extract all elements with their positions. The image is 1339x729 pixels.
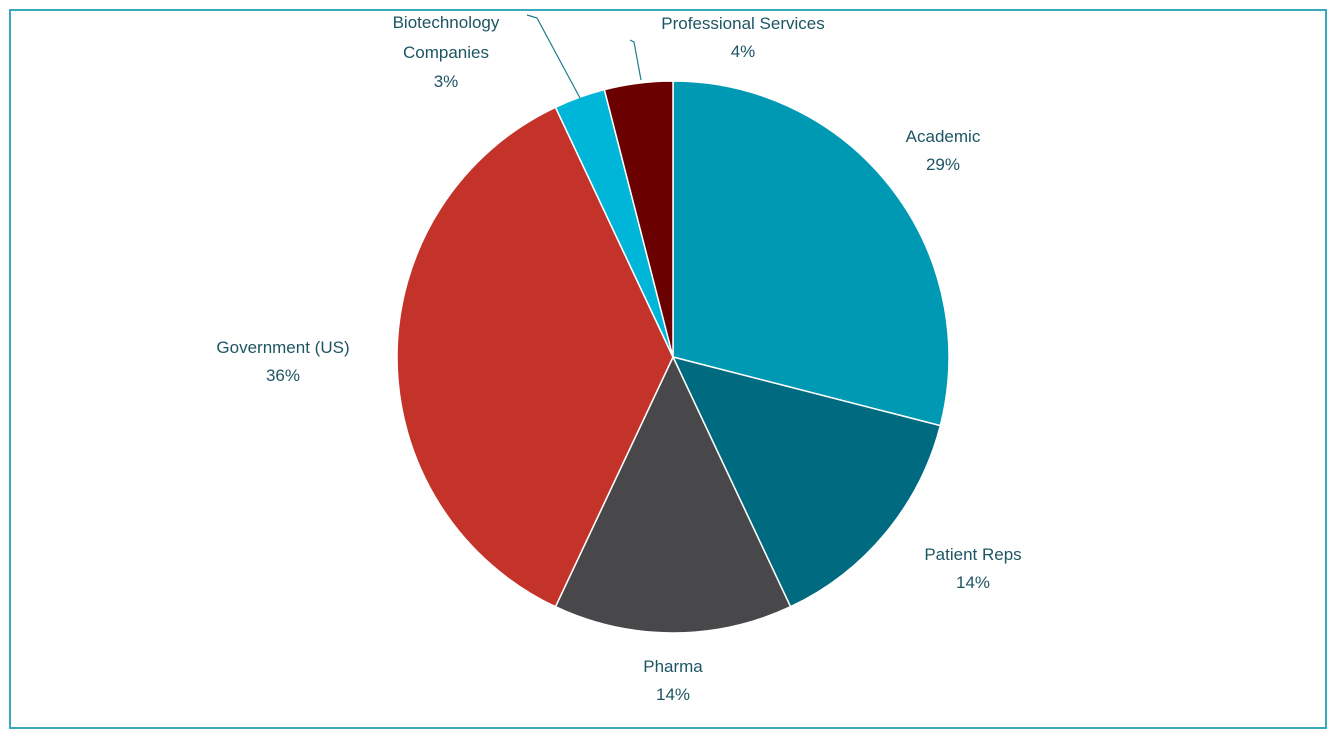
value-label: 14%: [655, 685, 691, 704]
pie-slice: [671, 355, 942, 608]
data-label: Pharma 14%: [643, 653, 703, 709]
data-label: Government (US) 36%: [216, 334, 349, 390]
data-label: Patient Reps 14%: [924, 541, 1021, 597]
value-label: 36%: [265, 366, 301, 385]
pie-slice: [396, 106, 674, 608]
data-label: Professional Services 4%: [661, 10, 824, 66]
pie-slice: [603, 80, 674, 358]
category-label: Patient Reps: [924, 545, 1022, 564]
pie-slice: [672, 80, 950, 427]
page: {"chart_data": {"type": "pie", "categori…: [9, 8, 1327, 729]
chart: [396, 14, 950, 634]
value-label: 29%: [925, 155, 961, 174]
leader-line: [629, 39, 642, 81]
data-label: Biotechnology Companies 3%: [386, 8, 506, 96]
leader-line: [526, 14, 581, 99]
category-label: Biotechnology Companies: [392, 13, 500, 62]
value-label: 14%: [955, 573, 991, 592]
category-label: Government (US): [216, 338, 350, 357]
pie-slice: [554, 355, 792, 634]
category-label: Pharma: [643, 657, 703, 676]
value-label: 3%: [433, 72, 459, 91]
category-label: Academic: [905, 127, 981, 146]
category-label: Professional Services: [661, 14, 825, 33]
value-label: 4%: [730, 42, 756, 61]
data-label: Academic 29%: [906, 123, 981, 179]
